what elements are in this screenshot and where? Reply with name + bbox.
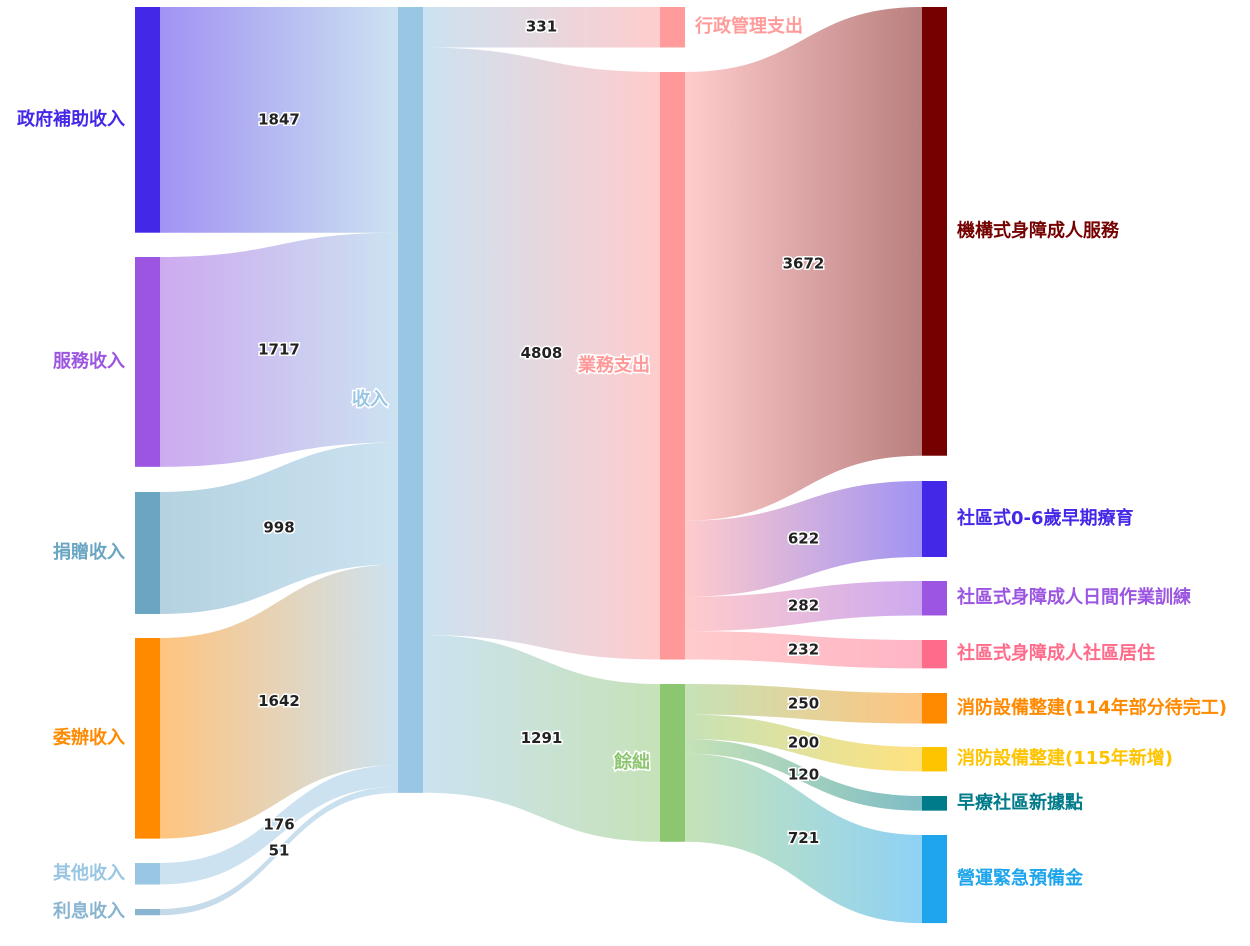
link-value-label: 232 <box>788 640 819 658</box>
link-value-label: 200 <box>788 733 819 751</box>
link-value-label: 998 <box>263 519 294 537</box>
link-value-label: 721 <box>788 829 819 847</box>
node-label: 業務支出 <box>577 354 650 376</box>
link <box>685 714 922 772</box>
link <box>160 232 398 467</box>
node <box>135 257 160 467</box>
node-label: 其他收入 <box>53 862 125 884</box>
link-value-label: 4808 <box>521 344 563 362</box>
link <box>160 7 398 233</box>
link <box>685 684 922 724</box>
node <box>135 492 160 614</box>
links <box>160 7 922 924</box>
node <box>135 7 160 233</box>
link <box>160 786 398 916</box>
node-label: 社區式0-6歲早期療育 <box>957 507 1134 529</box>
node <box>922 693 947 724</box>
node <box>660 684 685 842</box>
node-label: 利息收入 <box>53 900 125 922</box>
link-value-label: 1847 <box>258 110 300 128</box>
node-label: 餘絀 <box>614 751 650 773</box>
link-value-label: 51 <box>269 841 290 859</box>
node <box>398 7 423 793</box>
link <box>423 7 660 48</box>
link-value-label: 282 <box>788 597 819 615</box>
node <box>135 863 160 885</box>
node <box>922 796 947 811</box>
link-value-label: 3672 <box>783 254 825 272</box>
node <box>135 638 160 839</box>
link-labels: 1847 1717 998 1642 176 51 331 4808 1291 3672 622 28… <box>257 16 826 861</box>
node-label: 早療社區新據點 <box>957 791 1083 813</box>
node-label: 營運緊急預備金 <box>957 867 1084 889</box>
node-label: 捐贈收入 <box>53 541 125 563</box>
node <box>922 7 947 456</box>
link-value-label: 1717 <box>258 340 300 358</box>
link-value-label: 176 <box>263 815 294 833</box>
node <box>135 909 160 916</box>
link-value-label: 622 <box>788 529 819 547</box>
node-label: 社區式身障成人日間作業訓練 <box>957 586 1191 608</box>
node-label: 消防設備整建(115年新增) <box>957 747 1173 769</box>
link-value-label: 1291 <box>521 729 563 747</box>
node-label: 機構式身障成人服務 <box>957 219 1120 241</box>
node <box>922 481 947 558</box>
node <box>922 835 947 924</box>
node-label: 服務收入 <box>53 350 125 372</box>
link <box>685 631 922 669</box>
node-label: 收入 <box>352 388 388 410</box>
link <box>160 442 398 614</box>
link <box>685 481 922 597</box>
link-value-label: 120 <box>788 765 819 783</box>
node <box>660 72 685 660</box>
node <box>922 581 947 616</box>
link <box>160 564 398 839</box>
link <box>685 7 922 521</box>
node-label: 消防設備整建(114年部分待完工) <box>957 696 1227 718</box>
link <box>423 634 660 842</box>
link-value-label: 250 <box>788 694 819 712</box>
node-label: 社區式身障成人社區居住 <box>957 642 1155 664</box>
node <box>922 747 947 772</box>
link <box>685 738 922 811</box>
link <box>685 581 922 632</box>
node <box>660 7 685 48</box>
link-value-label: 331 <box>526 18 557 36</box>
link-value-label: 1642 <box>258 692 300 710</box>
node-label: 政府補助收入 <box>17 108 125 130</box>
node <box>922 640 947 669</box>
link <box>685 753 922 924</box>
node-label: 委辦收入 <box>52 726 125 748</box>
link <box>160 765 398 885</box>
link <box>423 47 660 660</box>
node-label: 行政管理支出 <box>694 15 803 37</box>
